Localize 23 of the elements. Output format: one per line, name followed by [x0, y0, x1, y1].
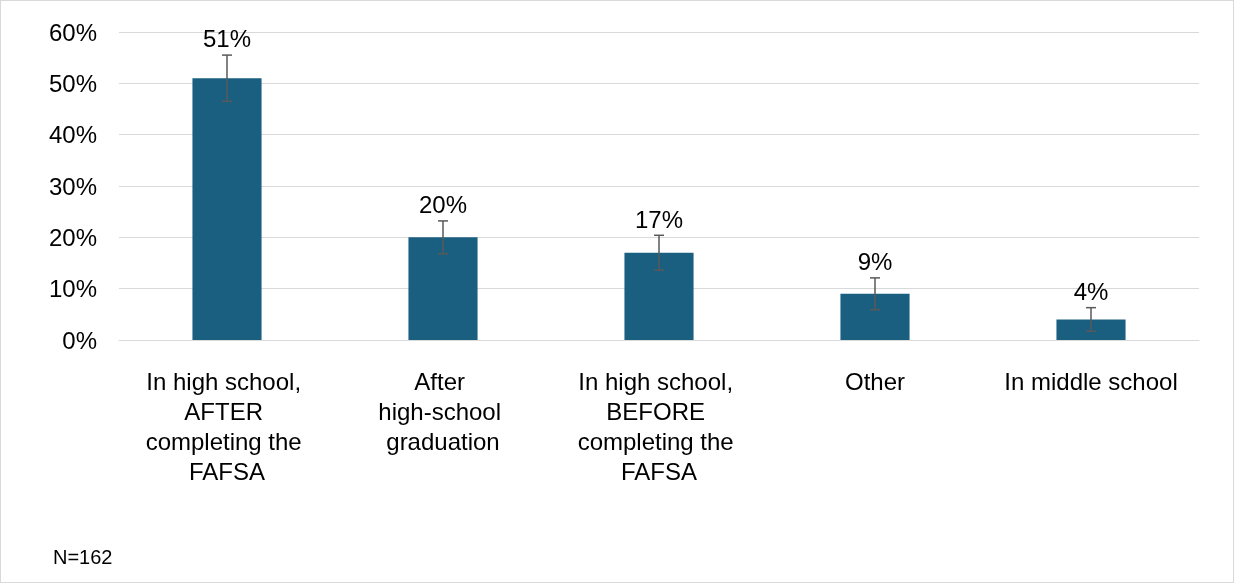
bar	[1056, 319, 1126, 340]
data-label: 17%	[634, 205, 684, 233]
bar	[624, 252, 694, 340]
x-tick-label: In high school, BEFORE completing the FAFSA	[577, 367, 741, 485]
x-tick-label: After high-school graduation	[378, 367, 508, 455]
y-tick-label: 20%	[48, 223, 97, 251]
data-label: 9%	[857, 248, 893, 276]
y-tick-label: 10%	[48, 275, 97, 303]
y-tick-label: 0%	[62, 326, 97, 354]
data-label: 20%	[418, 191, 468, 219]
bar	[840, 293, 910, 340]
y-tick-label: 30%	[48, 172, 97, 200]
y-tick-label: 60%	[48, 18, 97, 46]
bar	[192, 78, 262, 340]
y-tick-label: 40%	[48, 121, 97, 149]
x-tick-label: In middle school	[1004, 367, 1178, 395]
text: N=162	[53, 546, 113, 568]
bar	[408, 237, 478, 340]
x-tick-label: In high school, AFTER completing the FAFSA	[145, 367, 309, 485]
data-label: 51%	[202, 25, 252, 53]
data-label: 4%	[1073, 278, 1109, 306]
x-tick-label: Other	[844, 367, 906, 395]
y-tick-label: 50%	[48, 69, 97, 97]
